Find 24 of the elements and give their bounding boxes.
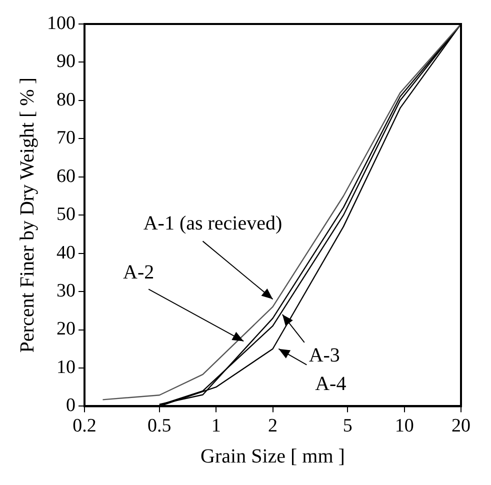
annotation: A-2	[123, 261, 154, 284]
x-tick-label: 20	[452, 416, 470, 437]
y-tick-label: 40	[56, 242, 76, 264]
x-tick-label: 1	[211, 416, 221, 437]
annotation: A-1 (as recieved)	[143, 212, 282, 234]
x-tick-label: 5	[342, 416, 352, 437]
x-tick-label: 2	[268, 416, 278, 437]
y-tick-label: 20	[56, 318, 76, 340]
y-tick-label: 100	[47, 12, 76, 34]
x-axis-title: Grain Size [ mm ]	[200, 445, 345, 468]
annotation: A-4	[315, 373, 346, 396]
x-tick-label: 0.2	[72, 416, 96, 437]
y-tick-label: 60	[56, 166, 76, 187]
y-tick-label: 10	[56, 356, 76, 378]
y-tick-label: 0	[66, 395, 76, 416]
y-tick-label: 30	[56, 280, 76, 302]
x-tick-label: 0.5	[148, 416, 172, 437]
y-tick-label: 70	[56, 128, 76, 149]
y-axis-title: Percent Finer by Dry Weight [ % ]	[16, 78, 38, 353]
y-tick-label: 90	[56, 51, 76, 72]
y-tick-label: 80	[56, 89, 76, 110]
y-tick-label: 50	[56, 204, 76, 226]
annotation: A-3	[308, 344, 340, 367]
x-tick-label: 10	[394, 416, 414, 437]
